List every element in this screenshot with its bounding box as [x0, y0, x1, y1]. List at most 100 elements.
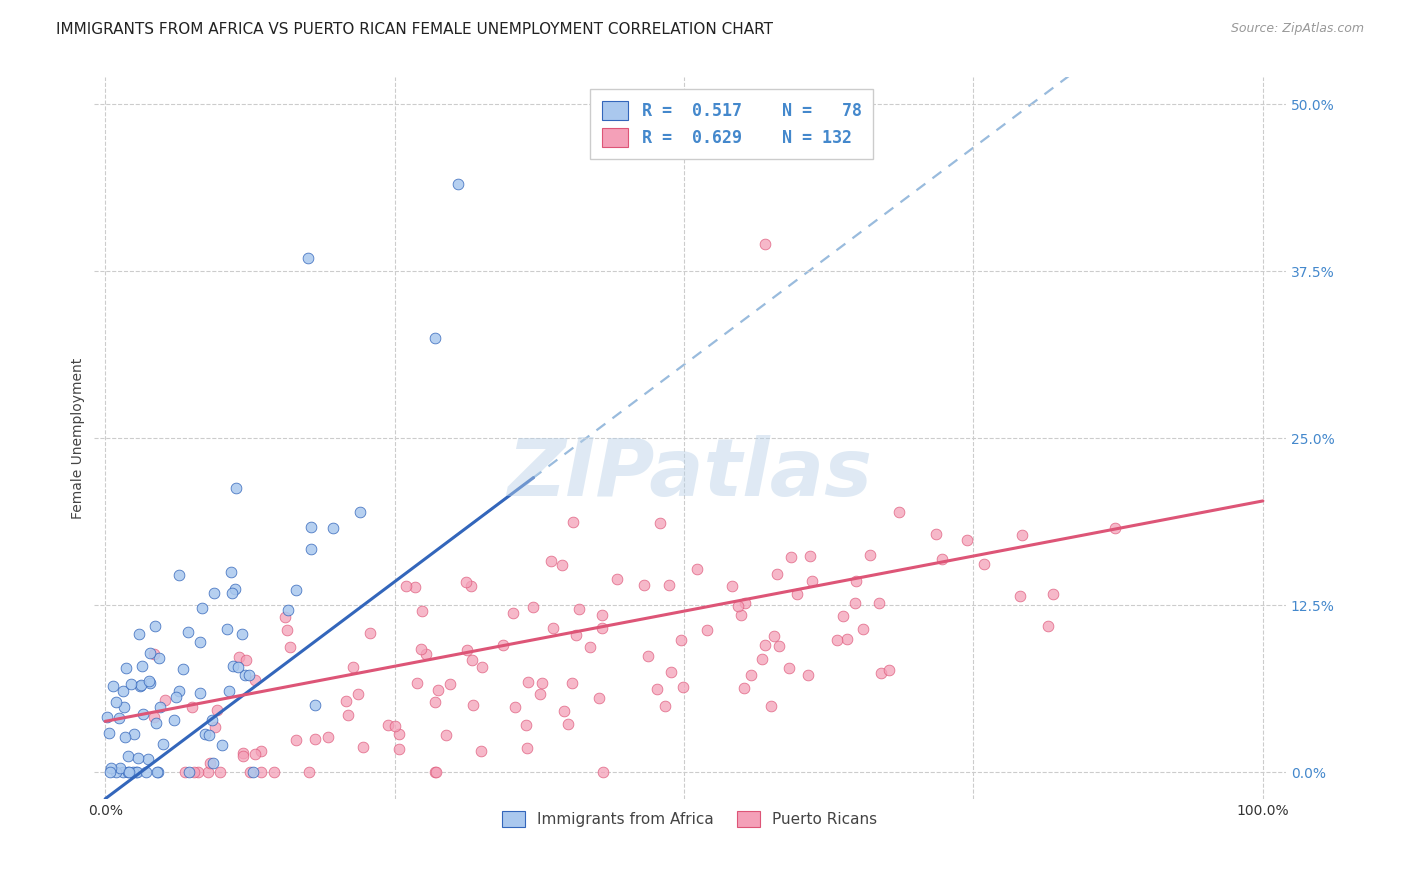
Point	[274, 610, 297, 624]
Point	[115, 660, 138, 674]
Point	[135, 765, 157, 780]
Point	[561, 675, 583, 690]
Point	[226, 659, 249, 673]
Point	[177, 624, 200, 639]
Point	[768, 639, 790, 653]
Point	[318, 730, 340, 744]
Point	[120, 677, 142, 691]
Point	[751, 652, 773, 666]
Point	[766, 567, 789, 582]
Point	[426, 682, 449, 697]
Point	[405, 676, 427, 690]
Point	[415, 647, 437, 661]
Point	[377, 718, 399, 732]
Point	[335, 694, 357, 708]
Point	[799, 549, 821, 563]
Point	[591, 621, 613, 635]
Point	[411, 604, 433, 618]
Point	[172, 663, 194, 677]
Point	[128, 627, 150, 641]
Text: Source: ZipAtlas.com: Source: ZipAtlas.com	[1230, 22, 1364, 36]
Point	[142, 647, 165, 661]
Point	[299, 542, 322, 557]
Legend: Immigrants from Africa, Puerto Ricans: Immigrants from Africa, Puerto Ricans	[495, 803, 884, 835]
Point	[146, 765, 169, 780]
Point	[877, 663, 900, 677]
Point	[285, 733, 308, 747]
Point	[411, 641, 433, 656]
Point	[434, 728, 457, 742]
Point	[155, 693, 177, 707]
Point	[1104, 520, 1126, 534]
Point	[557, 716, 579, 731]
Point	[188, 686, 211, 700]
Point	[304, 698, 326, 712]
Point	[522, 600, 544, 615]
Point	[112, 699, 135, 714]
Point	[165, 690, 187, 704]
Point	[197, 765, 219, 780]
Point	[114, 730, 136, 744]
Point	[128, 679, 150, 693]
Point	[263, 765, 285, 780]
Point	[633, 578, 655, 592]
Point	[447, 178, 470, 192]
Point	[222, 659, 245, 673]
Point	[228, 650, 250, 665]
Point	[249, 744, 271, 758]
Point	[1011, 528, 1033, 542]
Point	[298, 765, 321, 780]
Point	[835, 632, 858, 646]
Point	[531, 676, 554, 690]
Point	[395, 580, 418, 594]
Point	[460, 579, 482, 593]
Point	[138, 673, 160, 688]
Point	[225, 482, 247, 496]
Point	[111, 684, 134, 698]
Point	[637, 648, 659, 663]
Point	[111, 765, 134, 780]
Point	[852, 623, 875, 637]
Point	[145, 716, 167, 731]
Point	[204, 720, 226, 734]
Point	[352, 740, 374, 755]
Point	[516, 741, 538, 756]
Point	[146, 765, 169, 780]
Point	[232, 749, 254, 764]
Point	[517, 674, 540, 689]
Point	[148, 651, 170, 665]
Point	[740, 668, 762, 682]
Point	[177, 765, 200, 780]
Point	[844, 596, 866, 610]
Point	[125, 765, 148, 780]
Point	[461, 653, 484, 667]
Point	[786, 587, 808, 601]
Point	[349, 505, 371, 519]
Point	[183, 765, 205, 780]
Point	[492, 639, 515, 653]
Point	[800, 574, 823, 588]
Point	[152, 737, 174, 751]
Point	[201, 713, 224, 727]
Point	[125, 765, 148, 780]
Point	[503, 699, 526, 714]
Point	[101, 679, 124, 693]
Point	[245, 673, 267, 688]
Point	[304, 731, 326, 746]
Point	[868, 596, 890, 610]
Point	[404, 580, 426, 594]
Point	[118, 765, 141, 780]
Point	[439, 677, 461, 691]
Point	[122, 765, 145, 780]
Point	[194, 727, 217, 741]
Point	[759, 699, 782, 714]
Point	[672, 680, 695, 694]
Point	[606, 572, 628, 586]
Point	[671, 633, 693, 648]
Point	[734, 596, 756, 610]
Point	[211, 738, 233, 752]
Point	[470, 744, 492, 758]
Point	[148, 700, 170, 714]
Point	[1010, 589, 1032, 603]
Point	[562, 515, 585, 529]
